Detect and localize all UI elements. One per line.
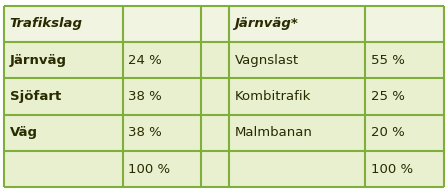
Bar xyxy=(123,115,201,151)
Bar xyxy=(229,42,365,78)
Bar xyxy=(229,151,365,187)
Text: Kombitrafik: Kombitrafik xyxy=(234,90,311,103)
Text: 25 %: 25 % xyxy=(370,90,405,103)
Bar xyxy=(365,151,444,187)
Bar xyxy=(229,78,365,115)
Bar xyxy=(123,6,201,42)
Bar xyxy=(4,151,123,187)
Text: 55 %: 55 % xyxy=(370,54,405,67)
Text: Järnväg: Järnväg xyxy=(10,54,67,67)
Bar xyxy=(201,42,229,78)
Bar xyxy=(229,115,365,151)
Bar xyxy=(123,42,201,78)
Bar xyxy=(229,6,365,42)
Bar xyxy=(365,6,444,42)
Text: 38 %: 38 % xyxy=(129,126,162,139)
Text: 100 %: 100 % xyxy=(370,163,413,176)
Bar xyxy=(201,78,229,115)
Bar xyxy=(4,42,123,78)
Bar xyxy=(365,78,444,115)
Text: 24 %: 24 % xyxy=(129,54,162,67)
Text: Malmbanan: Malmbanan xyxy=(234,126,312,139)
Bar xyxy=(201,151,229,187)
Bar xyxy=(201,115,229,151)
Text: 100 %: 100 % xyxy=(129,163,171,176)
Bar xyxy=(365,115,444,151)
Bar xyxy=(201,6,229,42)
Text: 20 %: 20 % xyxy=(370,126,405,139)
Bar xyxy=(4,6,123,42)
Text: 38 %: 38 % xyxy=(129,90,162,103)
Bar xyxy=(4,115,123,151)
Text: Trafikslag: Trafikslag xyxy=(10,17,83,30)
Text: Sjöfart: Sjöfart xyxy=(10,90,61,103)
Bar xyxy=(123,78,201,115)
Text: Järnväg*: Järnväg* xyxy=(234,17,298,30)
Bar xyxy=(365,42,444,78)
Text: Vagnslast: Vagnslast xyxy=(234,54,298,67)
Bar xyxy=(123,151,201,187)
Text: Väg: Väg xyxy=(10,126,38,139)
Bar xyxy=(4,78,123,115)
